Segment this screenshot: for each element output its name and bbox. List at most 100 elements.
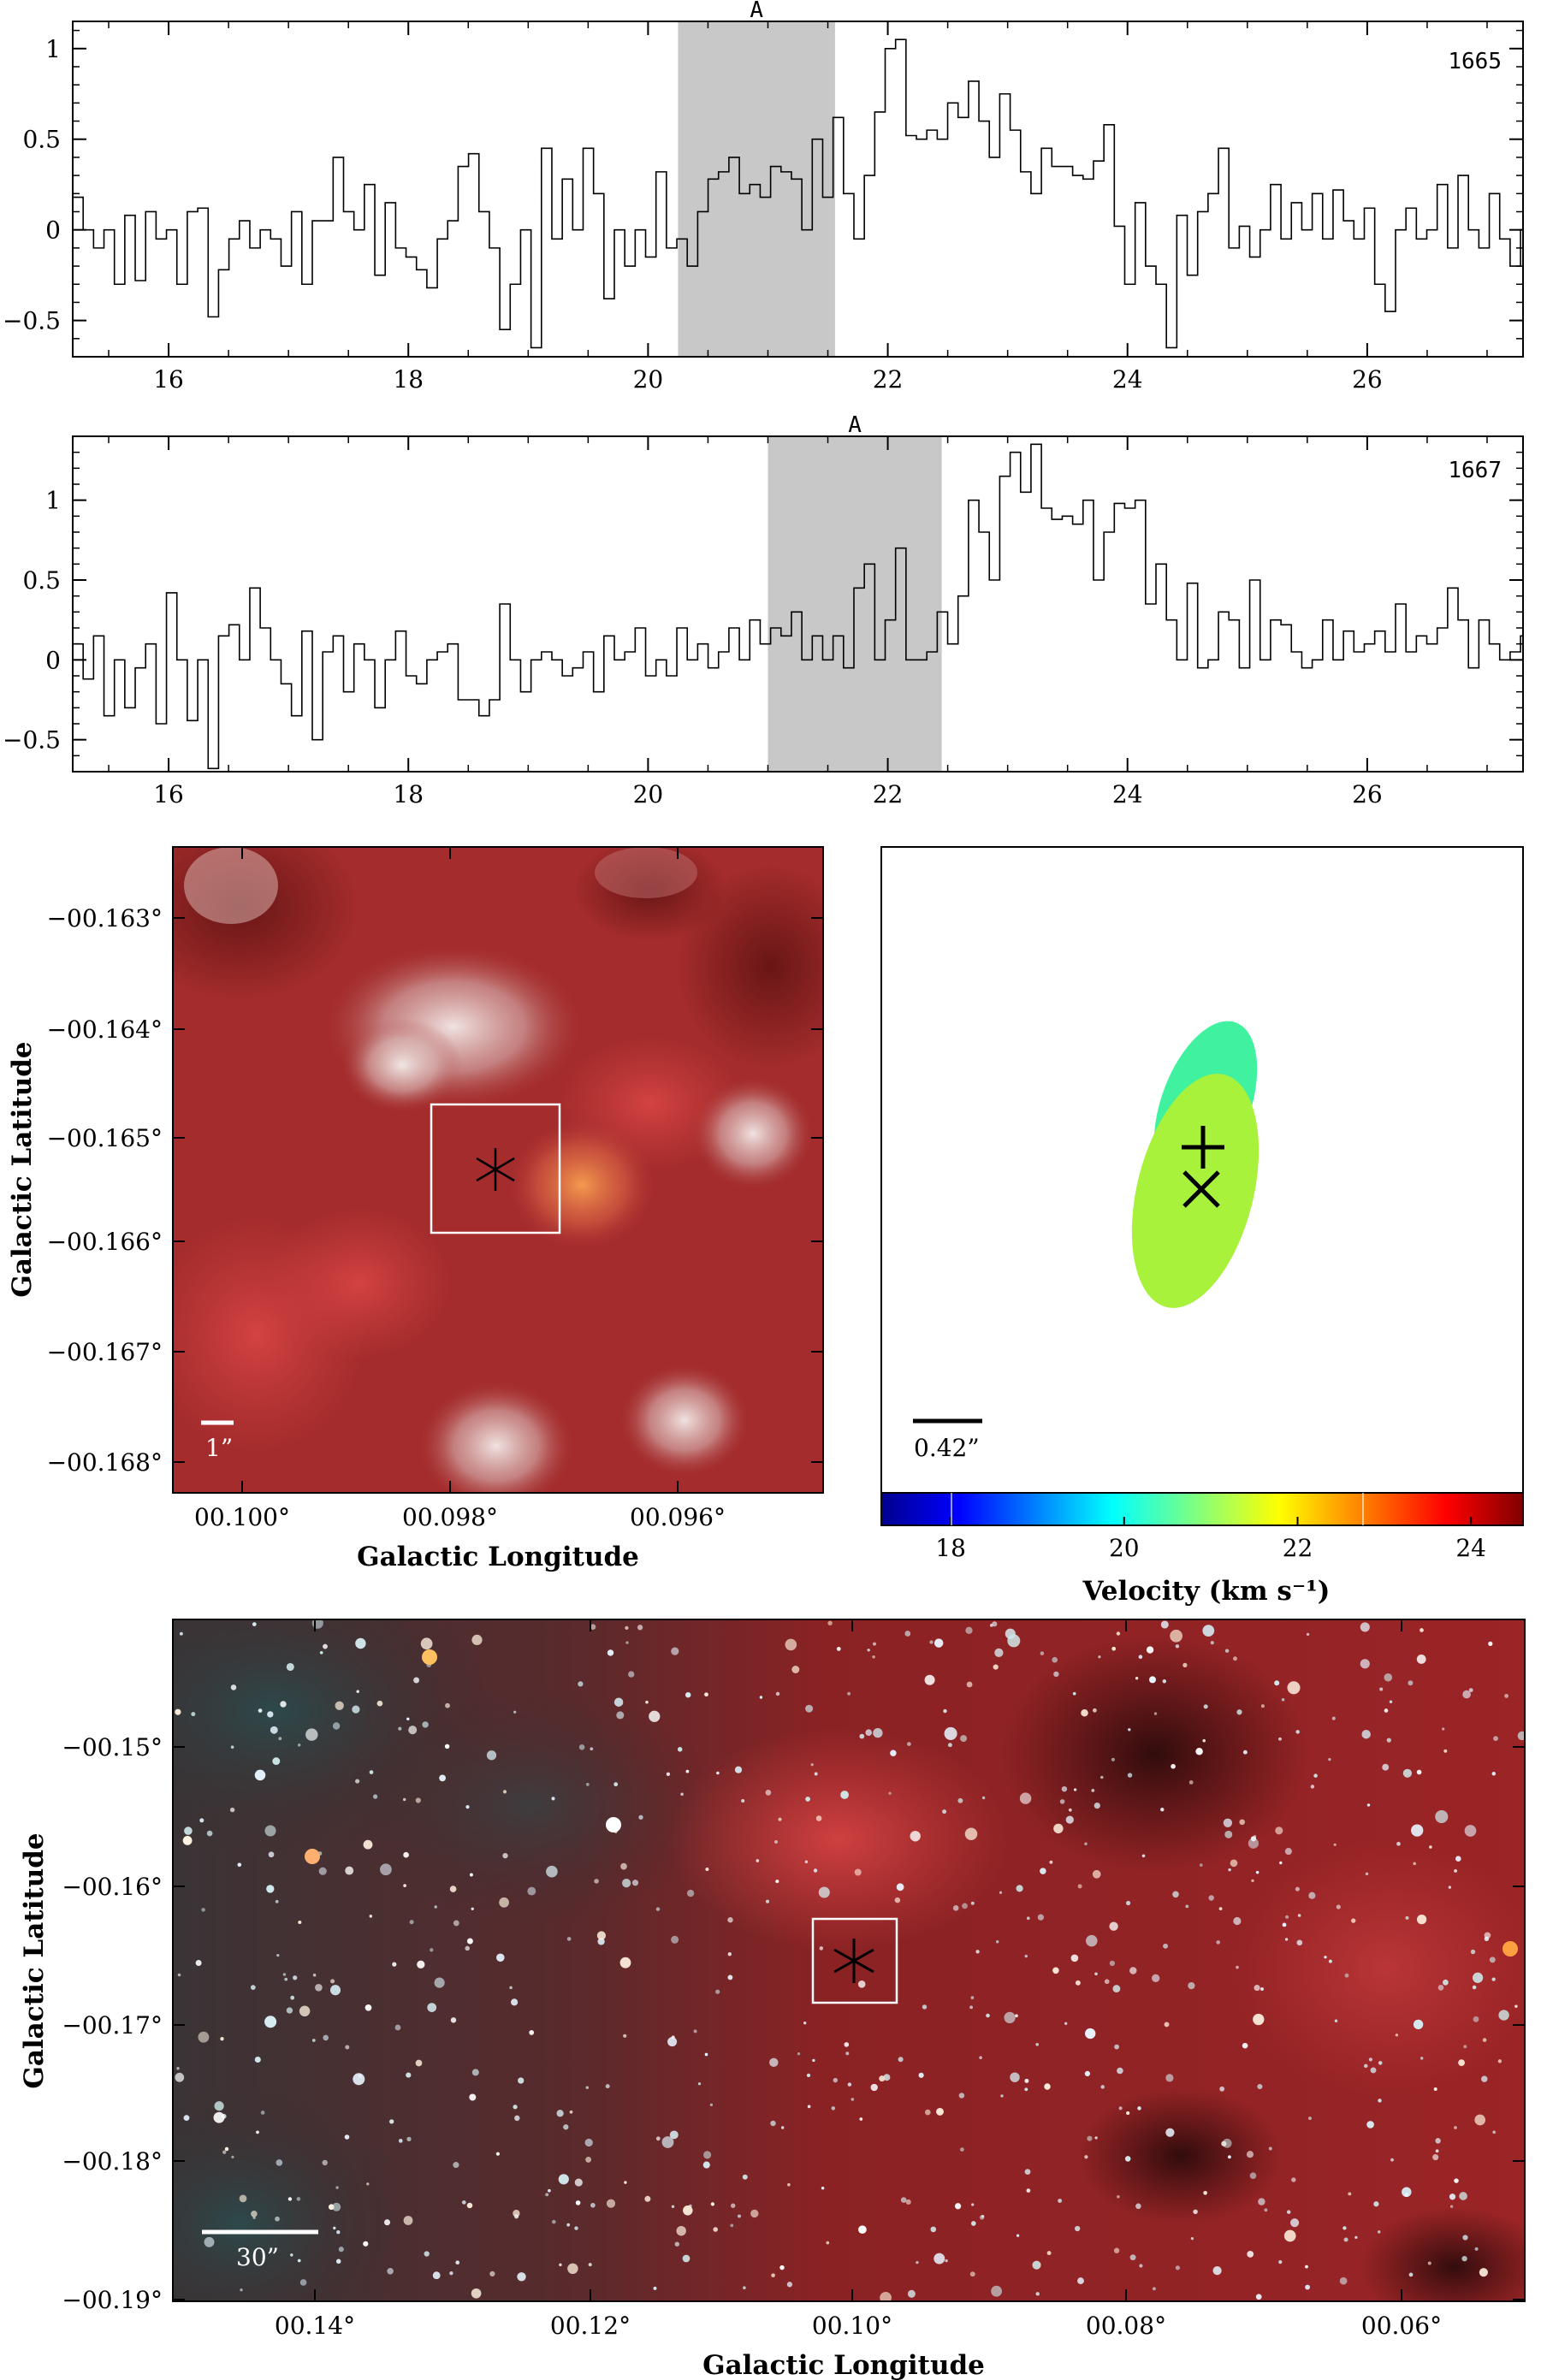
star	[1111, 1757, 1115, 1761]
star	[979, 2056, 982, 2060]
star	[276, 2159, 283, 2166]
star	[179, 1631, 183, 1636]
star	[1236, 1965, 1239, 1969]
star	[1127, 1773, 1133, 1778]
star	[1053, 1671, 1059, 1678]
star	[176, 2066, 180, 2070]
star	[1377, 2230, 1381, 2234]
star	[278, 1737, 282, 1741]
star	[1498, 2010, 1509, 2021]
star	[1472, 1985, 1477, 1990]
star	[284, 1977, 288, 1981]
star	[392, 1962, 397, 1967]
star	[206, 1830, 213, 1837]
star	[430, 1948, 434, 1952]
star	[453, 2162, 459, 2169]
star	[680, 1792, 684, 1796]
star	[511, 1998, 519, 2006]
star	[469, 2093, 477, 2101]
star	[1395, 2034, 1399, 2037]
star	[298, 1920, 302, 1925]
star	[1203, 1704, 1208, 1709]
star	[716, 1771, 720, 1775]
star	[1405, 1915, 1409, 1920]
star	[1068, 1808, 1072, 1812]
star	[1100, 1775, 1104, 1779]
star	[970, 1901, 975, 1905]
star	[1164, 2022, 1170, 2028]
star	[1218, 1907, 1223, 1910]
star	[1084, 1842, 1088, 1846]
star	[1188, 1779, 1194, 1785]
star	[727, 1952, 732, 1957]
star	[286, 1662, 294, 1672]
star	[1279, 1861, 1283, 1865]
star	[1171, 1763, 1176, 1769]
star	[1455, 1856, 1461, 1862]
x-tick-label: 20	[633, 365, 664, 394]
star	[1365, 1872, 1369, 1876]
star	[813, 1868, 818, 1873]
wide-scale-bar-label: 30”	[236, 2243, 279, 2271]
star	[1109, 1960, 1116, 1967]
star	[558, 2174, 569, 2185]
star	[230, 1745, 234, 1749]
y-tick-label: −00.18°	[62, 2147, 163, 2176]
star	[1149, 1676, 1156, 1684]
star	[1416, 1654, 1426, 1664]
star	[445, 1702, 450, 1708]
star	[344, 2134, 350, 2140]
star	[398, 2139, 403, 2143]
star	[1202, 1625, 1215, 1637]
star	[1435, 2138, 1441, 2144]
star	[1342, 2226, 1347, 2230]
star	[315, 1983, 323, 1992]
star	[905, 2199, 911, 2205]
star	[625, 1625, 629, 1631]
star	[1137, 2106, 1141, 2111]
star	[372, 1794, 378, 1799]
star	[496, 1953, 505, 1963]
star	[1472, 1972, 1484, 1983]
colorbar-gradient	[880, 1492, 1524, 1526]
star	[394, 2024, 401, 2031]
maser-spot-1667	[1131, 1074, 1259, 1308]
y-tick-label: −0.5	[3, 726, 61, 755]
star	[619, 1957, 631, 1969]
star	[910, 1831, 921, 1842]
star	[1328, 1959, 1332, 1963]
star	[883, 2074, 891, 2081]
x-tick-label: 26	[1352, 365, 1383, 394]
star	[770, 2120, 776, 2127]
star	[1024, 2087, 1028, 2092]
star	[1454, 1868, 1458, 1873]
star	[1246, 2151, 1254, 2158]
star	[1091, 1788, 1095, 1792]
star	[890, 1749, 897, 1756]
star	[1251, 1879, 1254, 1883]
y-tick-label: −00.15°	[62, 1733, 163, 1761]
star	[352, 1705, 360, 1714]
star	[898, 2057, 904, 2063]
x-tick-label: 00.10°	[812, 2312, 892, 2340]
star	[1162, 1679, 1167, 1684]
star	[1378, 2061, 1383, 2065]
star	[683, 2205, 693, 2216]
region-a-label-1665: A	[750, 0, 763, 23]
zoom-image-panel: 1” 00.100° 00.098° 00.096° −00.163° −00.164°…	[7, 846, 824, 1572]
x-tick-label: 22	[873, 780, 904, 808]
colorbar-tick-label: 18	[935, 1534, 966, 1562]
star	[715, 1989, 720, 1994]
star	[1324, 1956, 1327, 1959]
star	[290, 2253, 293, 2257]
star	[995, 1940, 999, 1944]
star	[713, 2227, 718, 2232]
star	[1172, 1891, 1179, 1898]
star	[674, 2241, 679, 2247]
star	[559, 2263, 562, 2267]
star	[1402, 2187, 1412, 2198]
x-tick-label: 16	[153, 365, 184, 394]
star	[1129, 1967, 1137, 1974]
star	[1165, 2074, 1174, 2082]
star	[556, 2110, 564, 2117]
